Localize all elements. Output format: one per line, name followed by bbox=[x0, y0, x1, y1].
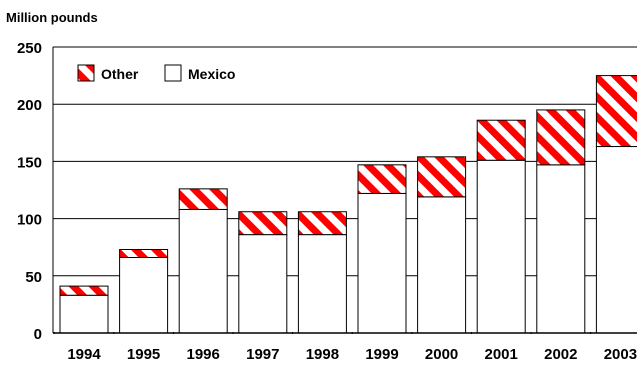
legend: Other Mexico bbox=[77, 64, 235, 82]
y-tick-labels: 0 50 100 150 200 250 bbox=[17, 40, 42, 343]
legend-label-other: Other bbox=[101, 66, 139, 82]
bars bbox=[53, 75, 637, 334]
bar-mexico-1994 bbox=[59, 294, 109, 334]
bar-mexico-2001 bbox=[476, 159, 526, 334]
bar-mexico-1998 bbox=[297, 234, 347, 334]
bar-other-1999 bbox=[357, 164, 407, 194]
bar-other-1994 bbox=[59, 285, 109, 296]
y-tick-label-100: 100 bbox=[17, 212, 42, 229]
y-tick-label-150: 150 bbox=[17, 154, 42, 171]
bar-mexico-2002 bbox=[536, 164, 586, 334]
bar-other-1998 bbox=[297, 211, 347, 236]
legend-swatch-mexico bbox=[164, 64, 182, 82]
x-tick-label-1999: 1999 bbox=[365, 346, 398, 363]
bar-mexico-1999 bbox=[357, 192, 407, 334]
y-tick-label-50: 50 bbox=[25, 269, 42, 286]
x-tick-label-2002: 2002 bbox=[544, 346, 577, 363]
bar-mexico-1995 bbox=[119, 256, 169, 334]
legend-label-mexico: Mexico bbox=[188, 66, 235, 82]
y-tick-label-0: 0 bbox=[34, 326, 42, 343]
bar-mexico-1996 bbox=[178, 208, 228, 334]
bar-other-2001 bbox=[476, 119, 526, 161]
x-tick-labels: 1994 1995 1996 1997 1998 1999 2000 2001 2002 2003 bbox=[67, 346, 637, 363]
bar-other-2003 bbox=[595, 75, 637, 148]
x-tick-label-2003: 2003 bbox=[604, 346, 637, 363]
x-tick-label-2000: 2000 bbox=[425, 346, 458, 363]
y-tick-label-250: 250 bbox=[17, 40, 42, 57]
bar-mexico-2000 bbox=[417, 196, 467, 334]
x-tick-label-1998: 1998 bbox=[306, 346, 339, 363]
bar-mexico-1997 bbox=[238, 234, 288, 334]
bar-other-2000 bbox=[417, 156, 467, 198]
x-tick-label-1997: 1997 bbox=[246, 346, 279, 363]
y-tick-label-200: 200 bbox=[17, 97, 42, 114]
legend-swatch-other bbox=[77, 64, 95, 82]
bar-other-1997 bbox=[238, 211, 288, 236]
x-tick-label-1994: 1994 bbox=[67, 346, 101, 363]
y-unit-label: Million pounds bbox=[6, 10, 98, 25]
bar-mexico-2003 bbox=[595, 146, 637, 334]
x-tick-label-2001: 2001 bbox=[485, 346, 518, 363]
bar-other-1996 bbox=[178, 188, 228, 210]
bar-other-1995 bbox=[119, 248, 169, 258]
x-tick-label-1996: 1996 bbox=[187, 346, 220, 363]
bar-other-2002 bbox=[536, 109, 586, 166]
x-tick-label-1995: 1995 bbox=[127, 346, 160, 363]
